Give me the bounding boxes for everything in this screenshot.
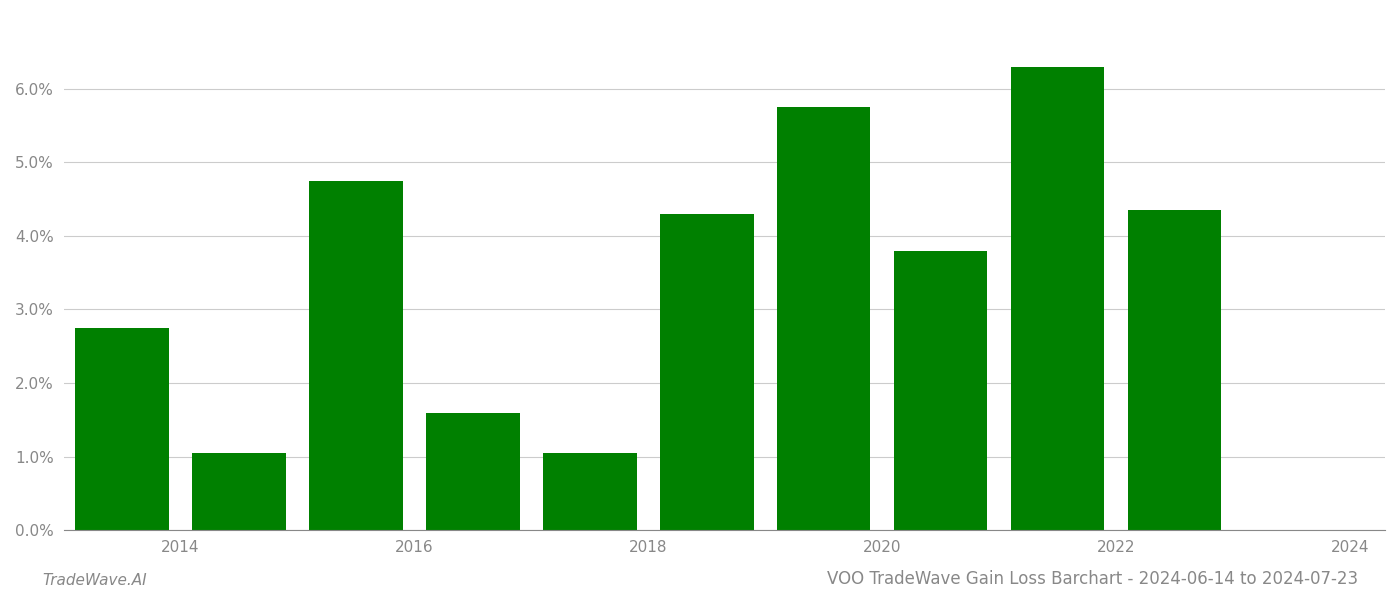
Text: VOO TradeWave Gain Loss Barchart - 2024-06-14 to 2024-07-23: VOO TradeWave Gain Loss Barchart - 2024-…	[827, 570, 1358, 588]
Bar	[543, 453, 637, 530]
Bar	[1128, 210, 1221, 530]
Text: TradeWave.AI: TradeWave.AI	[42, 573, 147, 588]
Bar	[659, 214, 753, 530]
Bar	[309, 181, 403, 530]
Bar	[426, 413, 519, 530]
Bar	[777, 107, 871, 530]
Bar	[76, 328, 169, 530]
Bar	[893, 251, 987, 530]
Bar	[1011, 67, 1105, 530]
Bar	[192, 453, 286, 530]
